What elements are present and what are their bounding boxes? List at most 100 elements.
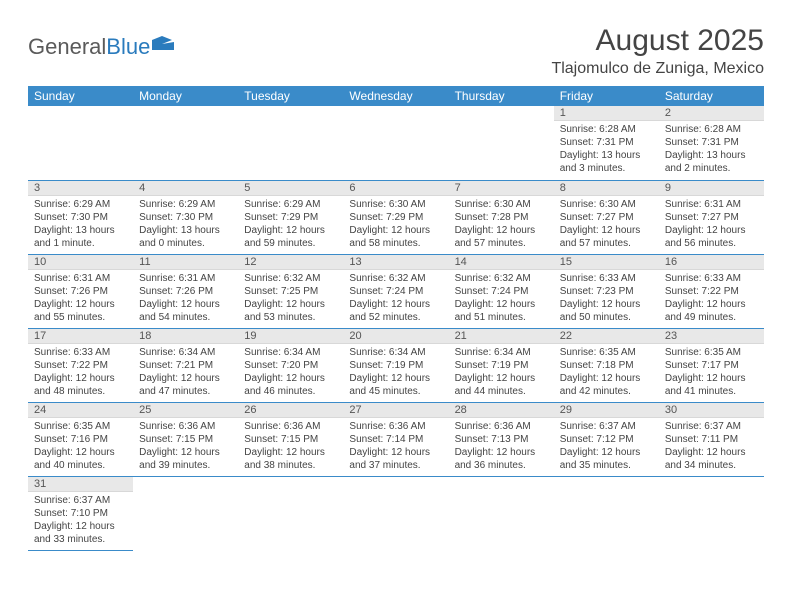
day-body: Sunrise: 6:28 AMSunset: 7:31 PMDaylight:… [659,121,764,179]
calendar-cell [449,106,554,180]
day-number: 19 [238,329,343,344]
calendar-cell [133,476,238,550]
calendar-cell: 13Sunrise: 6:32 AMSunset: 7:24 PMDayligh… [343,254,448,328]
day-body: Sunrise: 6:32 AMSunset: 7:24 PMDaylight:… [449,270,554,328]
calendar-cell: 16Sunrise: 6:33 AMSunset: 7:22 PMDayligh… [659,254,764,328]
calendar-cell: 3Sunrise: 6:29 AMSunset: 7:30 PMDaylight… [28,180,133,254]
day-body: Sunrise: 6:36 AMSunset: 7:14 PMDaylight:… [343,418,448,476]
location: Tlajomulco de Zuniga, Mexico [551,60,764,78]
day-body: Sunrise: 6:31 AMSunset: 7:26 PMDaylight:… [133,270,238,328]
day-number: 21 [449,329,554,344]
day-body: Sunrise: 6:29 AMSunset: 7:30 PMDaylight:… [133,196,238,254]
day-body: Sunrise: 6:31 AMSunset: 7:27 PMDaylight:… [659,196,764,254]
day-number: 8 [554,181,659,196]
calendar-cell: 4Sunrise: 6:29 AMSunset: 7:30 PMDaylight… [133,180,238,254]
day-body: Sunrise: 6:30 AMSunset: 7:27 PMDaylight:… [554,196,659,254]
calendar-cell: 6Sunrise: 6:30 AMSunset: 7:29 PMDaylight… [343,180,448,254]
day-body: Sunrise: 6:29 AMSunset: 7:30 PMDaylight:… [28,196,133,254]
day-number: 13 [343,255,448,270]
day-number: 2 [659,106,764,121]
day-number: 14 [449,255,554,270]
calendar-cell: 21Sunrise: 6:34 AMSunset: 7:19 PMDayligh… [449,328,554,402]
calendar-cell: 26Sunrise: 6:36 AMSunset: 7:15 PMDayligh… [238,402,343,476]
day-body: Sunrise: 6:30 AMSunset: 7:29 PMDaylight:… [343,196,448,254]
calendar-cell [343,106,448,180]
calendar-cell: 11Sunrise: 6:31 AMSunset: 7:26 PMDayligh… [133,254,238,328]
day-body: Sunrise: 6:34 AMSunset: 7:19 PMDaylight:… [449,344,554,402]
calendar-cell: 22Sunrise: 6:35 AMSunset: 7:18 PMDayligh… [554,328,659,402]
day-body: Sunrise: 6:35 AMSunset: 7:16 PMDaylight:… [28,418,133,476]
calendar-cell [28,106,133,180]
day-number: 16 [659,255,764,270]
day-header: Friday [554,86,659,106]
calendar-cell [554,476,659,550]
day-body: Sunrise: 6:34 AMSunset: 7:19 PMDaylight:… [343,344,448,402]
day-number: 17 [28,329,133,344]
calendar-cell [238,476,343,550]
day-body: Sunrise: 6:32 AMSunset: 7:24 PMDaylight:… [343,270,448,328]
day-header: Sunday [28,86,133,106]
day-number: 6 [343,181,448,196]
calendar-cell: 12Sunrise: 6:32 AMSunset: 7:25 PMDayligh… [238,254,343,328]
day-number: 26 [238,403,343,418]
day-body: Sunrise: 6:34 AMSunset: 7:21 PMDaylight:… [133,344,238,402]
day-body: Sunrise: 6:37 AMSunset: 7:10 PMDaylight:… [28,492,133,550]
day-body: Sunrise: 6:36 AMSunset: 7:15 PMDaylight:… [238,418,343,476]
calendar-cell: 24Sunrise: 6:35 AMSunset: 7:16 PMDayligh… [28,402,133,476]
day-header: Tuesday [238,86,343,106]
day-number: 31 [28,477,133,492]
day-body: Sunrise: 6:35 AMSunset: 7:18 PMDaylight:… [554,344,659,402]
day-body: Sunrise: 6:33 AMSunset: 7:23 PMDaylight:… [554,270,659,328]
day-number: 15 [554,255,659,270]
day-body: Sunrise: 6:37 AMSunset: 7:11 PMDaylight:… [659,418,764,476]
day-number: 5 [238,181,343,196]
logo-text-gray: General [28,34,106,60]
day-number: 10 [28,255,133,270]
day-number: 20 [343,329,448,344]
calendar-cell: 10Sunrise: 6:31 AMSunset: 7:26 PMDayligh… [28,254,133,328]
day-body: Sunrise: 6:31 AMSunset: 7:26 PMDaylight:… [28,270,133,328]
day-number: 3 [28,181,133,196]
calendar-cell [133,106,238,180]
day-body: Sunrise: 6:33 AMSunset: 7:22 PMDaylight:… [28,344,133,402]
calendar-cell: 9Sunrise: 6:31 AMSunset: 7:27 PMDaylight… [659,180,764,254]
calendar-table: SundayMondayTuesdayWednesdayThursdayFrid… [28,86,764,551]
calendar-cell: 28Sunrise: 6:36 AMSunset: 7:13 PMDayligh… [449,402,554,476]
day-body: Sunrise: 6:29 AMSunset: 7:29 PMDaylight:… [238,196,343,254]
day-body: Sunrise: 6:28 AMSunset: 7:31 PMDaylight:… [554,121,659,179]
calendar-cell: 14Sunrise: 6:32 AMSunset: 7:24 PMDayligh… [449,254,554,328]
calendar-cell: 25Sunrise: 6:36 AMSunset: 7:15 PMDayligh… [133,402,238,476]
calendar-cell: 8Sunrise: 6:30 AMSunset: 7:27 PMDaylight… [554,180,659,254]
day-body: Sunrise: 6:33 AMSunset: 7:22 PMDaylight:… [659,270,764,328]
calendar-cell: 20Sunrise: 6:34 AMSunset: 7:19 PMDayligh… [343,328,448,402]
day-body: Sunrise: 6:36 AMSunset: 7:13 PMDaylight:… [449,418,554,476]
title-block: August 2025 Tlajomulco de Zuniga, Mexico [551,24,764,78]
calendar-cell: 17Sunrise: 6:33 AMSunset: 7:22 PMDayligh… [28,328,133,402]
calendar-cell [449,476,554,550]
calendar-cell: 27Sunrise: 6:36 AMSunset: 7:14 PMDayligh… [343,402,448,476]
calendar-cell: 1Sunrise: 6:28 AMSunset: 7:31 PMDaylight… [554,106,659,180]
day-number: 11 [133,255,238,270]
day-header: Wednesday [343,86,448,106]
calendar-cell: 7Sunrise: 6:30 AMSunset: 7:28 PMDaylight… [449,180,554,254]
day-number: 4 [133,181,238,196]
day-number: 27 [343,403,448,418]
calendar-cell [343,476,448,550]
day-number: 18 [133,329,238,344]
calendar-cell: 23Sunrise: 6:35 AMSunset: 7:17 PMDayligh… [659,328,764,402]
calendar-cell [238,106,343,180]
calendar-cell: 30Sunrise: 6:37 AMSunset: 7:11 PMDayligh… [659,402,764,476]
day-number: 7 [449,181,554,196]
day-header: Thursday [449,86,554,106]
day-number: 29 [554,403,659,418]
day-number: 12 [238,255,343,270]
calendar-cell: 5Sunrise: 6:29 AMSunset: 7:29 PMDaylight… [238,180,343,254]
logo-text-blue: Blue [106,34,150,60]
month-title: August 2025 [551,24,764,58]
day-body: Sunrise: 6:35 AMSunset: 7:17 PMDaylight:… [659,344,764,402]
day-body: Sunrise: 6:37 AMSunset: 7:12 PMDaylight:… [554,418,659,476]
calendar-cell: 2Sunrise: 6:28 AMSunset: 7:31 PMDaylight… [659,106,764,180]
calendar-cell: 31Sunrise: 6:37 AMSunset: 7:10 PMDayligh… [28,476,133,550]
day-number: 1 [554,106,659,121]
calendar-cell [659,476,764,550]
